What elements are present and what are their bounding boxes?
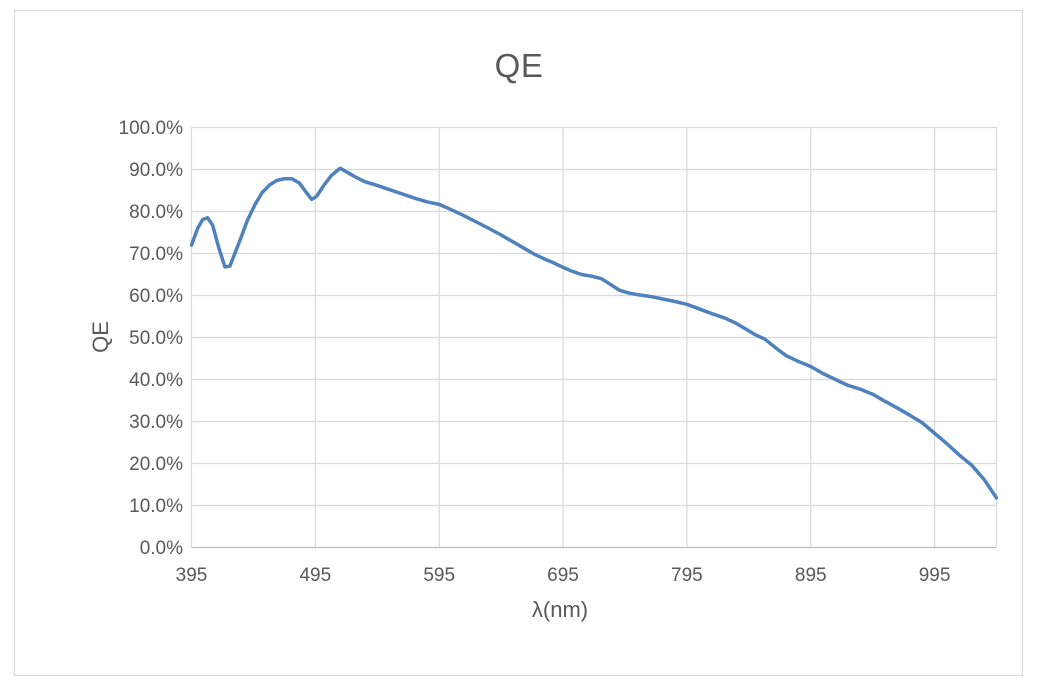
- y-tick-label: 70.0%: [129, 244, 183, 265]
- y-tick-label: 100.0%: [119, 118, 184, 139]
- chart-title: QE: [494, 47, 544, 84]
- x-tick-label: 995: [919, 565, 951, 586]
- y-tick-label: 10.0%: [129, 496, 183, 517]
- x-tick-label: 595: [423, 565, 455, 586]
- y-axis-title: QE: [88, 321, 113, 353]
- y-tick-label: 50.0%: [129, 328, 183, 349]
- y-tick-label: 90.0%: [129, 160, 183, 181]
- x-tick-label: 795: [671, 565, 703, 586]
- x-tick-label: 895: [795, 565, 827, 586]
- x-tick-label: 495: [299, 565, 331, 586]
- y-tick-label: 30.0%: [129, 412, 183, 433]
- y-tick-label: 0.0%: [140, 538, 183, 559]
- chart-frame: [14, 10, 1023, 676]
- x-tick-label: 395: [176, 565, 208, 586]
- x-tick-label: 695: [547, 565, 579, 586]
- y-tick-label: 60.0%: [129, 286, 183, 307]
- y-tick-label: 40.0%: [129, 370, 183, 391]
- y-tick-label: 80.0%: [129, 202, 183, 223]
- qe-curve: [189, 166, 999, 500]
- x-axis-title: λ(nm): [531, 597, 589, 622]
- y-tick-label: 20.0%: [129, 454, 183, 475]
